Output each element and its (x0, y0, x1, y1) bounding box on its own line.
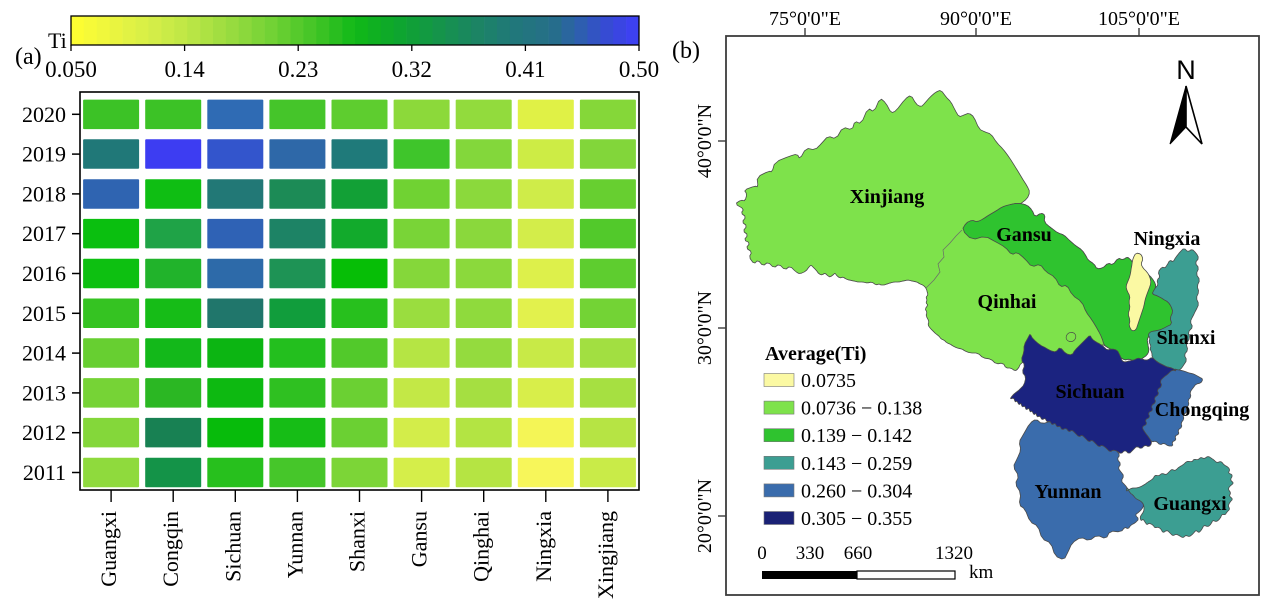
svg-text:0.139 − 0.142: 0.139 − 0.142 (801, 425, 912, 447)
svg-text:Gansu: Gansu (407, 511, 432, 567)
svg-text:2014: 2014 (22, 341, 66, 366)
svg-text:90°0'0"E: 90°0'0"E (940, 8, 1012, 30)
svg-text:Yunnan: Yunnan (1034, 481, 1101, 503)
svg-text:105°0'0"E: 105°0'0"E (1098, 8, 1180, 30)
svg-text:0.0735: 0.0735 (801, 370, 856, 392)
svg-text:0.050: 0.050 (45, 57, 97, 82)
svg-text:2012: 2012 (22, 420, 66, 445)
svg-text:Yunnan: Yunnan (282, 511, 307, 578)
svg-text:Chongqing: Chongqing (1155, 399, 1250, 421)
svg-text:Congqin: Congqin (158, 511, 183, 587)
svg-text:0.14: 0.14 (164, 57, 205, 82)
svg-text:0.50: 0.50 (619, 57, 659, 82)
svg-text:0.305 − 0.355: 0.305 − 0.355 (801, 508, 912, 530)
svg-text:Ti: Ti (48, 28, 67, 53)
svg-text:660: 660 (844, 543, 873, 564)
svg-text:km: km (969, 562, 994, 583)
svg-text:0.260 − 0.304: 0.260 − 0.304 (801, 480, 912, 502)
svg-text:Qinghai: Qinghai (469, 511, 494, 582)
svg-text:Qinhai: Qinhai (978, 291, 1037, 313)
svg-text:2019: 2019 (22, 142, 66, 167)
svg-text:Xinjiang: Xinjiang (850, 186, 924, 208)
svg-text:Ningxia: Ningxia (531, 511, 556, 582)
svg-text:2016: 2016 (22, 261, 66, 286)
svg-text:Sichuan: Sichuan (1056, 381, 1125, 403)
svg-text:2018: 2018 (22, 181, 66, 206)
svg-text:Shanxi: Shanxi (345, 511, 370, 572)
svg-text:Sichuan: Sichuan (220, 511, 245, 582)
svg-text:20°0'0"N: 20°0'0"N (694, 479, 716, 553)
svg-text:Shanxi: Shanxi (1157, 327, 1216, 349)
svg-text:2015: 2015 (22, 301, 66, 326)
svg-text:2020: 2020 (22, 102, 66, 127)
svg-text:Average(Ti): Average(Ti) (765, 343, 866, 365)
svg-text:40°0'0"N: 40°0'0"N (694, 104, 716, 178)
svg-text:Xingjiang: Xingjiang (593, 511, 618, 599)
svg-text:N: N (1176, 55, 1196, 85)
svg-text:0: 0 (757, 543, 767, 564)
svg-text:330: 330 (796, 543, 825, 564)
svg-text:0.143 − 0.259: 0.143 − 0.259 (801, 453, 912, 475)
svg-text:30°0'0"N: 30°0'0"N (694, 291, 716, 365)
svg-text:Guangxi: Guangxi (1153, 493, 1227, 515)
svg-text:2011: 2011 (23, 460, 66, 485)
svg-text:Gansu: Gansu (996, 224, 1052, 246)
svg-text:0.23: 0.23 (278, 57, 318, 82)
svg-text:0.0736 − 0.138: 0.0736 − 0.138 (801, 398, 922, 420)
svg-text:(a): (a) (15, 44, 42, 70)
svg-text:75°0'0"E: 75°0'0"E (769, 8, 841, 30)
svg-text:2017: 2017 (22, 221, 66, 246)
svg-text:0.32: 0.32 (392, 57, 432, 82)
svg-text:Guangxi: Guangxi (96, 511, 121, 587)
svg-text:2013: 2013 (22, 380, 66, 405)
svg-text:(b): (b) (672, 38, 700, 64)
svg-text:Ningxia: Ningxia (1134, 228, 1201, 250)
svg-text:0.41: 0.41 (505, 57, 545, 82)
svg-text:1320: 1320 (935, 543, 973, 564)
